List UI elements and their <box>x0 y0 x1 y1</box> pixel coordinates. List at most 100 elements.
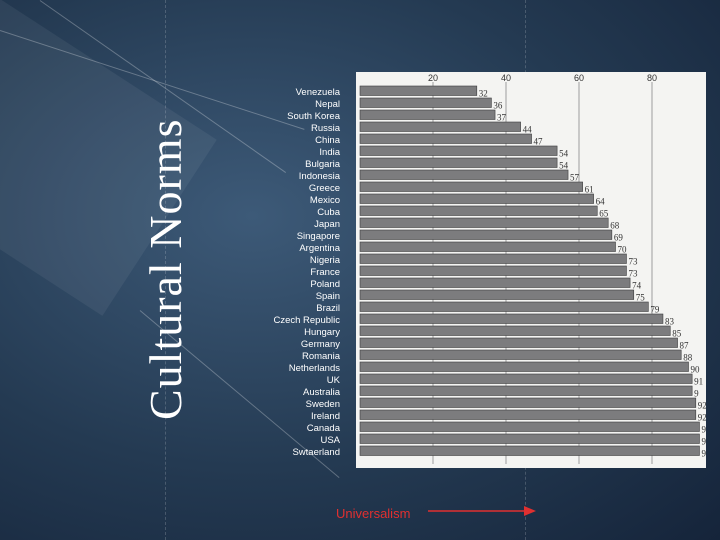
category-label: Australia <box>303 387 340 398</box>
category-label: France <box>310 267 340 278</box>
bar-value-label: 92 <box>698 401 706 411</box>
bar-value-label: 85 <box>672 329 682 339</box>
bar-value-label: 37 <box>497 113 507 123</box>
x-tick-label: 40 <box>501 73 511 83</box>
category-label: China <box>315 135 340 146</box>
category-label: Russia <box>310 123 340 134</box>
bar-value-label: 54 <box>559 161 569 171</box>
category-label: Bulgaria <box>305 159 340 170</box>
category-label: Germany <box>300 339 340 350</box>
category-label: UK <box>326 375 340 386</box>
bar <box>359 217 609 228</box>
bar-value-label: 32 <box>479 89 488 99</box>
bar <box>359 241 616 252</box>
category-labels: Venezuela Nepal South Korea Russia China Indi… <box>200 87 340 459</box>
bar-value-label: 83 <box>665 317 675 327</box>
bar-value-label: 70 <box>618 245 628 255</box>
bar-value-label: 93 <box>701 437 706 447</box>
bar <box>359 421 700 432</box>
category-label: Singapore <box>296 231 340 242</box>
bar <box>359 373 693 384</box>
bar <box>359 193 594 204</box>
bar <box>359 301 649 312</box>
bar <box>359 229 613 240</box>
bar-value-label: 90 <box>691 365 701 375</box>
bar-value-label: 54 <box>559 149 569 159</box>
bar <box>359 409 697 420</box>
bar <box>359 253 627 264</box>
category-label: Netherlands <box>288 363 340 374</box>
category-label: Cuba <box>317 207 340 218</box>
right-arrow-icon <box>428 506 536 516</box>
category-label: Poland <box>310 279 340 290</box>
bar-value-label: 36 <box>493 101 503 111</box>
bar <box>359 337 678 348</box>
bar <box>359 313 664 324</box>
bar <box>359 145 558 156</box>
axis-arrow-label: Universalism <box>336 506 411 521</box>
bar-value-label: 79 <box>650 305 660 315</box>
category-label: Hungary <box>304 327 340 338</box>
bar-value-label: 73 <box>628 257 638 267</box>
bar-value-label: 68 <box>610 221 620 231</box>
bar <box>359 385 693 396</box>
bar-value-label: 93 <box>701 425 706 435</box>
bar <box>359 445 700 456</box>
chart-panel: 20 40 60 80 32 36 37 44 47 54 54 57 61 64 65 68 69 70 73 73… <box>356 72 706 468</box>
bar-value-label: 73 <box>628 269 638 279</box>
bar-value-label: 69 <box>614 233 624 243</box>
category-label: Romania <box>301 351 340 362</box>
bar <box>359 109 496 120</box>
bar <box>359 133 532 144</box>
category-label: Nigeria <box>309 255 340 266</box>
bar <box>359 97 492 108</box>
category-label: South Korea <box>287 111 340 122</box>
bar <box>359 433 700 444</box>
bar <box>359 361 689 372</box>
bar <box>359 277 631 288</box>
bar <box>359 397 697 408</box>
bar-value-label: 75 <box>636 293 646 303</box>
bar-chart: 20 40 60 8032363744475454576164656869707373… <box>359 73 706 464</box>
slide-title: Cultural Norms <box>140 118 191 420</box>
category-label: Indonesia <box>298 171 340 182</box>
bar <box>359 181 583 192</box>
category-label: Argentina <box>299 243 340 254</box>
category-label: Greece <box>308 183 340 194</box>
category-label: India <box>319 147 340 158</box>
category-label: Spain <box>315 291 340 302</box>
bar-value-label: 61 <box>585 185 594 195</box>
bar <box>359 349 682 360</box>
category-label: Sweden <box>305 399 340 410</box>
bar <box>359 325 671 336</box>
category-label: Japan <box>314 219 340 230</box>
category-label: Nepal <box>315 99 340 110</box>
x-tick-label: 20 <box>428 73 438 83</box>
category-label: Brazil <box>316 303 340 314</box>
category-label: USA <box>320 435 340 446</box>
bar <box>359 169 569 180</box>
bar <box>359 121 521 132</box>
bar-value-label: 87 <box>680 341 690 351</box>
bar <box>359 265 627 276</box>
category-label: Ireland <box>310 411 340 422</box>
bar <box>359 85 478 96</box>
x-tick-label: 80 <box>647 73 657 83</box>
bar-value-label: 65 <box>599 209 609 219</box>
category-label: Canada <box>306 423 340 434</box>
x-tick-label: 60 <box>574 73 584 83</box>
bar-value-label: 88 <box>683 353 693 363</box>
bar <box>359 157 558 168</box>
bar-value-label: 92 <box>698 413 706 423</box>
bar-value-label: 64 <box>596 197 606 207</box>
category-label: Venezuela <box>295 87 340 98</box>
bar-value-label: 57 <box>570 173 580 183</box>
category-label: Mexico <box>309 195 340 206</box>
bar-value-label: 91 <box>694 377 703 387</box>
bar-value-label: 93 <box>701 449 706 459</box>
bar-value-label: 9 <box>694 389 699 399</box>
category-label: Swtaerland <box>292 447 340 458</box>
bar-value-label: 74 <box>632 281 642 291</box>
bar-value-label: 47 <box>534 137 544 147</box>
category-label: Czech Republic <box>273 315 340 326</box>
